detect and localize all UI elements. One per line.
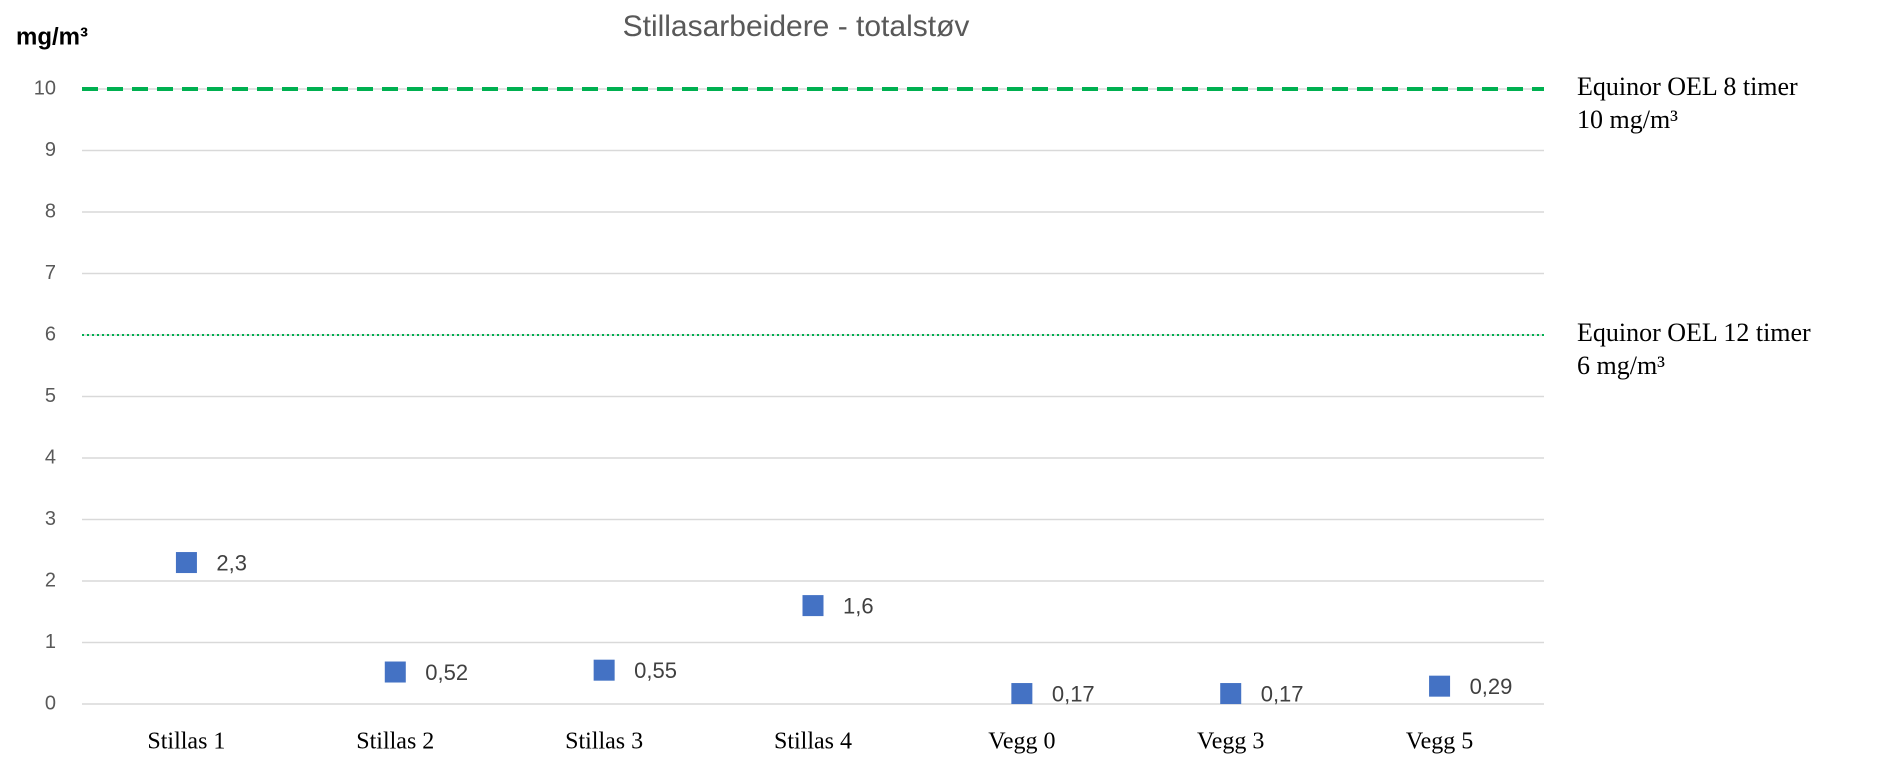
y-tick-label: 9 xyxy=(45,139,56,161)
x-tick-label: Stillas 2 xyxy=(356,729,434,755)
marker xyxy=(593,659,615,681)
x-tick-label: Vegg 3 xyxy=(1197,729,1264,755)
chart-title: Stillasarbeidere - totalstøv xyxy=(623,10,970,43)
marker xyxy=(384,661,406,683)
y-tick-label: 7 xyxy=(45,262,56,284)
y-tick-label: 0 xyxy=(45,692,56,714)
data-label: 0,17 xyxy=(1052,681,1095,706)
y-tick-label: 8 xyxy=(45,200,56,222)
data-label: 1,6 xyxy=(843,593,874,618)
y-tick-label: 10 xyxy=(34,77,56,99)
data-label: 0,29 xyxy=(1470,674,1513,699)
reference-label: 10 mg/m³ xyxy=(1577,105,1678,134)
reference-label: Equinor OEL 12 timer xyxy=(1577,318,1811,347)
x-tick-label: Vegg 0 xyxy=(988,729,1055,755)
y-tick-label: 2 xyxy=(45,569,56,591)
x-tick-label: Stillas 1 xyxy=(147,729,225,755)
x-tick-label: Stillas 4 xyxy=(774,729,852,755)
data-label: 0,17 xyxy=(1261,681,1304,706)
reference-label: Equinor OEL 8 timer xyxy=(1577,72,1798,101)
data-label: 2,3 xyxy=(216,550,247,575)
y-tick-label: 1 xyxy=(45,631,56,653)
x-tick-label: Stillas 3 xyxy=(565,729,643,755)
marker xyxy=(1220,683,1242,705)
marker xyxy=(175,552,197,574)
y-tick-label: 5 xyxy=(45,385,56,407)
marker xyxy=(1011,683,1033,705)
y-tick-label: 6 xyxy=(45,323,56,345)
y-tick-label: 4 xyxy=(45,446,56,468)
reference-label: 6 mg/m³ xyxy=(1577,351,1665,380)
y-axis-label: mg/m³ xyxy=(16,23,88,50)
data-label: 0,52 xyxy=(425,660,468,685)
marker xyxy=(802,595,824,617)
data-label: 0,55 xyxy=(634,658,677,683)
marker xyxy=(1429,675,1451,697)
y-tick-label: 3 xyxy=(45,508,56,530)
x-tick-label: Vegg 5 xyxy=(1406,729,1473,755)
